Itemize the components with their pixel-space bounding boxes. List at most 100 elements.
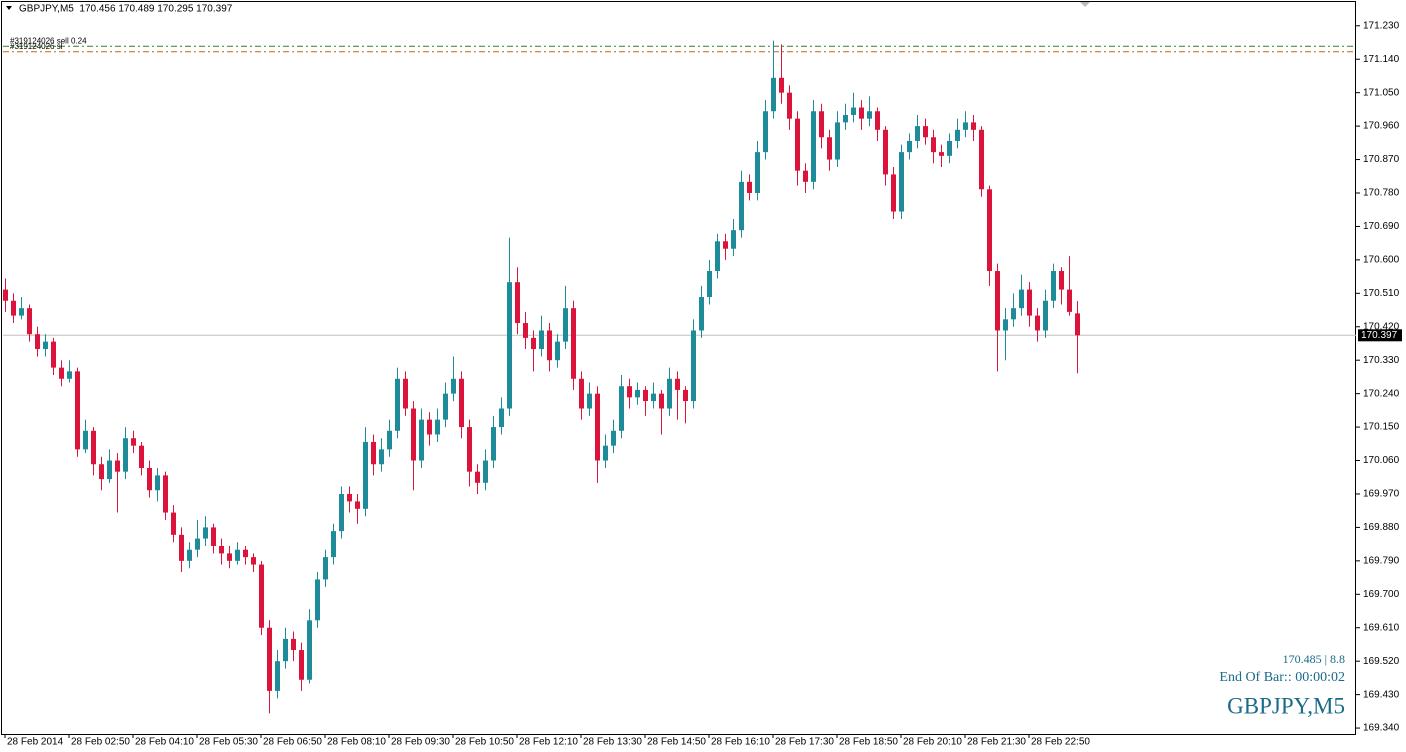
candle-body	[347, 493, 352, 502]
candle-body	[283, 638, 288, 662]
candle-body	[307, 620, 312, 680]
candle-body	[531, 337, 536, 350]
candle-body	[475, 471, 480, 483]
candle-body	[3, 289, 8, 301]
candle-body	[795, 118, 800, 171]
candle-body	[155, 475, 160, 491]
candle-body	[387, 430, 392, 450]
candle-body	[691, 330, 696, 402]
candle-body	[251, 557, 256, 565]
candle-body	[123, 438, 128, 472]
x-tick-label: 28 Feb 04:10	[135, 737, 194, 748]
candle-body	[771, 77, 776, 112]
x-tick-label: 28 Feb 08:10	[327, 737, 386, 748]
candle-body	[523, 323, 528, 338]
candle-body	[955, 129, 960, 141]
x-tick-label: 28 Feb 22:50	[1031, 737, 1090, 748]
candle-body	[859, 107, 864, 119]
candle-body	[419, 419, 424, 461]
order-label: #319124026 sl	[10, 42, 63, 51]
candle-body	[699, 297, 704, 331]
candle-body	[483, 460, 488, 483]
candle-body	[443, 393, 448, 420]
price-spread: 170.485 | 8.8	[1283, 652, 1345, 666]
candle-body	[715, 241, 720, 272]
candle-body	[803, 170, 808, 182]
candle-body	[779, 77, 784, 93]
candle-body	[931, 137, 936, 153]
x-tick-label: 28 Feb 21:30	[967, 737, 1026, 748]
candle-body	[451, 378, 456, 394]
candle-body	[891, 174, 896, 212]
candle-body	[363, 441, 368, 509]
candle-body	[11, 300, 16, 316]
candle-body	[683, 389, 688, 402]
candle-body	[1075, 313, 1080, 336]
y-tick-label: 171.140	[1363, 54, 1400, 65]
candle-body	[427, 419, 432, 435]
x-tick-label: 28 Feb 09:30	[391, 737, 450, 748]
candle-body	[603, 445, 608, 461]
candle-body	[547, 330, 552, 361]
candle-body	[963, 122, 968, 130]
candle-body	[675, 378, 680, 390]
candle-body	[923, 126, 928, 138]
candle-body	[75, 371, 80, 450]
candle-body	[139, 445, 144, 468]
y-tick-label: 170.870	[1363, 154, 1400, 165]
y-tick-label: 169.520	[1363, 656, 1400, 667]
candle-body	[227, 553, 232, 561]
candle-body	[163, 475, 168, 513]
candle-body	[499, 408, 504, 428]
candle-body	[611, 430, 616, 446]
candle-body	[1059, 271, 1064, 290]
candle-body	[195, 538, 200, 550]
x-tick-label: 28 Feb 18:50	[839, 737, 898, 748]
shift-marker	[1080, 2, 1090, 7]
y-tick-label: 170.060	[1363, 455, 1400, 466]
candle-body	[59, 367, 64, 379]
candle-body	[659, 393, 664, 409]
candle-body	[459, 378, 464, 428]
y-tick-label: 170.330	[1363, 355, 1400, 366]
price-label-box	[1358, 329, 1402, 342]
candle-body	[147, 467, 152, 491]
candle-body	[131, 438, 136, 446]
candle-body	[539, 330, 544, 350]
candle-body	[27, 308, 32, 335]
candle-body	[507, 282, 512, 409]
candle-body	[987, 189, 992, 272]
candle-body	[243, 549, 248, 558]
candle-body	[395, 378, 400, 431]
candle-body	[323, 557, 328, 580]
y-tick-label: 170.600	[1363, 255, 1400, 266]
candle-body	[1043, 300, 1048, 331]
y-tick-label: 171.230	[1363, 20, 1400, 31]
candle-body	[1051, 271, 1056, 301]
y-tick-label: 170.420	[1363, 321, 1400, 332]
candle-body	[731, 230, 736, 249]
candle-body	[595, 393, 600, 461]
y-tick-label: 171.050	[1363, 87, 1400, 98]
candle-body	[1027, 289, 1032, 316]
y-tick-label: 169.700	[1363, 589, 1400, 600]
candle-body	[107, 460, 112, 480]
candle-body	[339, 493, 344, 532]
candle-body	[379, 449, 384, 465]
candle-body	[867, 111, 872, 119]
menu-arrow[interactable]	[6, 6, 12, 10]
candle-body	[491, 427, 496, 461]
y-tick-label: 170.780	[1363, 188, 1400, 199]
x-tick-label: 28 Feb 02:50	[71, 737, 130, 748]
candle-body	[667, 378, 672, 409]
y-tick-label: 169.610	[1363, 622, 1400, 633]
candle-body	[971, 122, 976, 130]
candle-body	[371, 441, 376, 465]
candle-body	[203, 527, 208, 539]
candle-body	[467, 427, 472, 472]
candle-body	[587, 393, 592, 409]
plot-frame	[1, 1, 1356, 735]
y-tick-label: 169.790	[1363, 555, 1400, 566]
